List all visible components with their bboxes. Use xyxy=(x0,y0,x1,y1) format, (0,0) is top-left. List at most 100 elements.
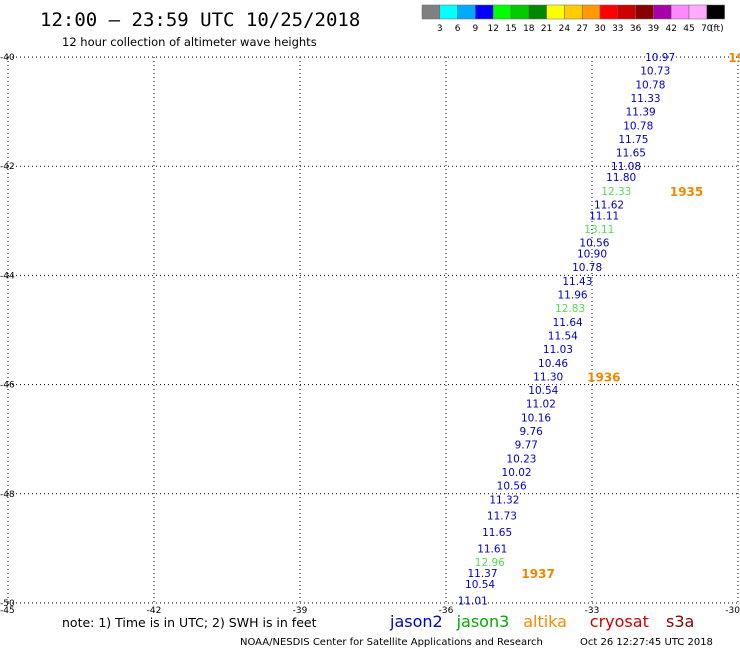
time-label: 1934 xyxy=(728,51,740,65)
data-point-jason3: 12.33 xyxy=(601,186,631,198)
data-point-jason2: 11.65 xyxy=(616,148,646,160)
data-point-jason2: 10.78 xyxy=(623,120,653,132)
footer-timestamp: Oct 26 12:27:45 UTC 2018 xyxy=(580,637,713,648)
color-scale-swatch xyxy=(421,4,441,20)
y-tick-label: -48 xyxy=(0,490,15,500)
data-point-jason2: 11.64 xyxy=(553,317,583,329)
x-tick-label: -42 xyxy=(147,606,162,616)
x-tick-label: -45 xyxy=(0,606,15,616)
color-scale-swatch xyxy=(510,4,530,20)
legend-altika: altika xyxy=(523,612,567,631)
data-point-jason2: 11.96 xyxy=(558,290,588,302)
data-point-jason2: 10.73 xyxy=(640,66,670,78)
color-scale-label: 6 xyxy=(455,24,461,34)
color-scale-label: 70 xyxy=(701,24,713,34)
color-scale-swatch xyxy=(475,4,494,20)
data-point-jason3: 12.83 xyxy=(555,303,585,315)
color-scale-label: 9 xyxy=(473,24,479,34)
color-scale-swatch xyxy=(546,4,565,20)
color-scale-label: 18 xyxy=(523,24,535,34)
y-tick-label: -40 xyxy=(0,53,15,63)
data-point-jason2: 11.75 xyxy=(618,134,648,146)
data-point-jason2: 10.56 xyxy=(497,481,527,493)
y-tick-label: -50 xyxy=(0,599,15,609)
color-scale-label: 39 xyxy=(648,24,660,34)
color-scale-swatch xyxy=(688,4,708,20)
color-scale-label: 42 xyxy=(665,24,676,34)
color-scale-swatch xyxy=(581,4,601,20)
x-tick-label: -33 xyxy=(585,606,600,616)
data-point-jason2: 11.43 xyxy=(562,276,592,288)
data-point-jason2: 11.33 xyxy=(631,93,661,105)
y-tick-label: -44 xyxy=(0,271,15,281)
x-tick-labels: -45 -42 -39 -36 -33 -30 xyxy=(0,606,740,616)
grid-lines xyxy=(7,56,739,604)
data-points: 10.9710.7310.7811.3311.3910.7811.7511.65… xyxy=(458,52,675,607)
color-scale-unit: (ft) xyxy=(710,24,724,34)
legend-jason3: jason3 xyxy=(456,612,510,631)
color-scale-swatch xyxy=(635,4,654,20)
data-point-jason3: 13.11 xyxy=(584,224,614,236)
data-point-jason2: 11.62 xyxy=(594,199,624,211)
data-point-jason2: 10.23 xyxy=(506,453,536,465)
data-point-jason2: 11.37 xyxy=(467,568,497,580)
time-label: 1935 xyxy=(670,185,703,199)
color-scale-label: 27 xyxy=(576,24,587,34)
data-point-jason2: 10.97 xyxy=(645,52,675,64)
data-point-jason2: 11.02 xyxy=(526,399,556,411)
color-scale-label: 30 xyxy=(594,24,606,34)
legend-cryosat: cryosat xyxy=(590,612,649,631)
data-point-jason2: 10.16 xyxy=(521,412,551,424)
data-point-jason2: 11.11 xyxy=(589,210,619,222)
data-point-jason2: 11.01 xyxy=(458,595,488,607)
data-point-jason2: 9.76 xyxy=(519,426,543,438)
data-point-jason3: 12.96 xyxy=(475,557,505,569)
plot-background xyxy=(8,57,738,604)
data-point-jason2: 11.03 xyxy=(543,344,573,356)
y-tick-label: -42 xyxy=(0,162,15,172)
data-point-jason2: 11.65 xyxy=(482,527,512,539)
data-point-jason2: 10.78 xyxy=(635,79,665,91)
color-scale-swatch xyxy=(564,4,583,20)
y-tick-labels: -40 -42 -44 -46 -48 -50 xyxy=(0,53,15,609)
data-point-jason2: 11.32 xyxy=(489,494,519,506)
color-scale-swatch xyxy=(599,4,619,20)
color-scale-swatch xyxy=(439,4,458,20)
plot-area: -45 -42 -39 -36 -33 -30 -40 -42 -44 -46 -48 -50 10… xyxy=(0,51,740,616)
data-point-jason2: 10.90 xyxy=(577,249,607,261)
color-scale-swatch xyxy=(653,4,672,20)
data-point-jason2: 11.80 xyxy=(606,172,636,184)
y-tick-label: -46 xyxy=(0,381,15,391)
color-scale-swatch xyxy=(617,4,636,20)
color-scale-label: 45 xyxy=(683,24,694,34)
chart-title: 12:00 – 23:59 UTC 10/25/2018 xyxy=(40,9,360,31)
data-point-jason2: 10.54 xyxy=(528,385,558,397)
x-tick-label: -30 xyxy=(725,606,740,616)
color-scale-label: 3 xyxy=(437,24,443,34)
time-label: 1937 xyxy=(521,567,554,581)
data-point-jason2: 11.30 xyxy=(533,371,563,383)
data-point-jason2: 10.78 xyxy=(572,262,602,274)
data-point-jason2: 10.02 xyxy=(502,467,532,479)
legend-s3a: s3a xyxy=(666,612,694,631)
color-scale-label: 15 xyxy=(505,24,516,34)
data-point-jason2: 10.46 xyxy=(538,358,568,370)
color-scale-swatch xyxy=(492,4,512,20)
data-point-jason2: 11.61 xyxy=(477,543,507,555)
data-point-jason2: 9.77 xyxy=(515,440,538,452)
satellite-legend: jason2 jason3 altika cryosat s3a xyxy=(389,612,694,631)
color-scale-label: 21 xyxy=(541,24,552,34)
data-point-jason2: 10.56 xyxy=(579,238,609,250)
time-label: 1936 xyxy=(587,370,620,384)
chart-subtitle: 12 hour collection of altimeter wave hei… xyxy=(62,35,317,49)
color-scale-label: 24 xyxy=(559,24,571,34)
color-scale-label: 12 xyxy=(487,24,498,34)
legend-jason2: jason2 xyxy=(389,612,443,631)
data-point-jason2: 10.54 xyxy=(465,579,495,591)
note-text: note: 1) Time is in UTC; 2) SWH is in fe… xyxy=(62,615,317,630)
data-point-jason2: 11.73 xyxy=(487,511,517,523)
x-tick-label: -36 xyxy=(439,606,454,616)
color-scale-swatch xyxy=(457,4,476,20)
time-labels: 1934 1935 1936 1937 xyxy=(521,51,740,581)
